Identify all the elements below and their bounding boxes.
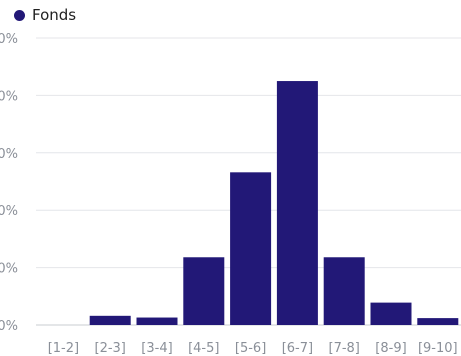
y-tick-label: 0% — [0, 147, 18, 162]
bar — [183, 257, 225, 325]
bar — [370, 302, 412, 325]
legend: Fonds — [14, 5, 76, 25]
bar — [230, 172, 272, 325]
bar — [136, 317, 178, 325]
legend-swatch-fonds — [14, 9, 25, 21]
bar — [417, 318, 459, 325]
x-tick-label: [5-6] — [235, 341, 266, 356]
x-tick-label: [6-7] — [282, 341, 313, 356]
y-tick-label: 0% — [0, 262, 18, 277]
x-tick-label: [2-3] — [95, 341, 126, 356]
x-tick-label: [9-10] — [418, 341, 458, 356]
x-tick-label: [4-5] — [188, 341, 219, 356]
y-tick-label: 0% — [0, 32, 18, 47]
y-tick-label: 0% — [0, 89, 18, 104]
bar — [89, 315, 131, 325]
y-tick-label: 0% — [0, 319, 18, 334]
legend-label-fonds: Fonds — [32, 6, 77, 24]
x-tick-label: [3-4] — [141, 341, 172, 356]
bar — [323, 257, 365, 325]
bar — [276, 81, 318, 325]
y-tick-label: 0% — [0, 204, 18, 219]
x-tick-label: [1-2] — [48, 341, 79, 356]
x-tick-label: [8-9] — [375, 341, 406, 356]
x-tick-label: [7-8] — [329, 341, 360, 356]
